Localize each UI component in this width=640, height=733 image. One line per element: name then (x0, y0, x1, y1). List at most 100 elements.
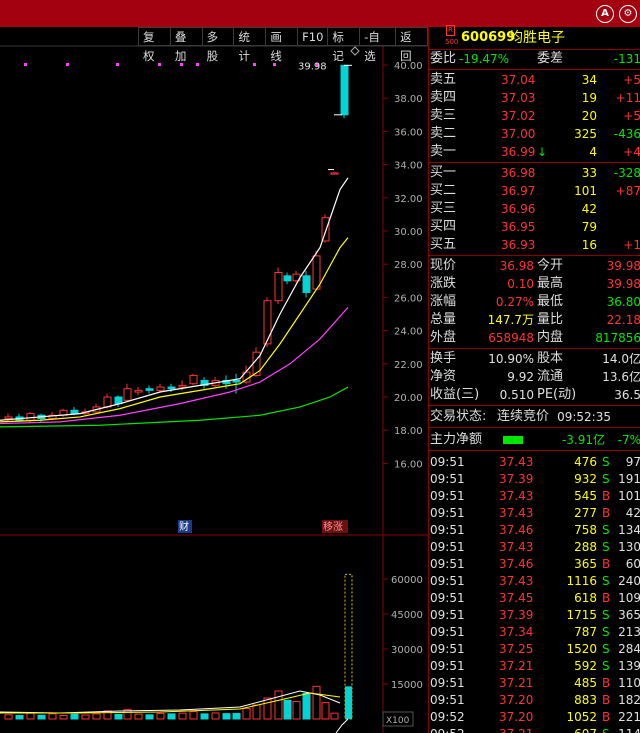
ask-price[interactable]: 37.03 (501, 91, 536, 105)
tick-direction: S (602, 726, 610, 733)
ask-row: 卖三 37.02 20 +5 (429, 107, 640, 125)
bid-price[interactable]: 36.96 (501, 202, 536, 216)
ask-price[interactable]: 37.00 (501, 127, 536, 141)
diamond-icon[interactable] (350, 46, 360, 56)
candle-up[interactable] (4, 416, 13, 420)
volume-unit-label: X100 (386, 716, 410, 726)
ask-volume: 4 (589, 145, 597, 159)
volume-bar (274, 690, 283, 720)
ask-price[interactable]: 37.04 (501, 73, 536, 87)
down-arrow-icon: ↓ (537, 145, 548, 159)
volume-bar (134, 713, 143, 720)
yizhang-marker[interactable]: 移涨 (323, 520, 343, 533)
cai-marker[interactable]: 财 (179, 520, 189, 533)
stat2-row: 收益(三) 0.510 PE(动) 36.5 (429, 386, 640, 404)
candle-up[interactable] (274, 272, 283, 302)
stat-value: 0.10 (507, 277, 534, 291)
tick-direction: B (602, 591, 611, 605)
candle-down[interactable] (283, 275, 292, 282)
ask-price[interactable]: 37.02 (501, 109, 536, 123)
tick-direction: B (602, 506, 611, 520)
tick-row: 09:51 37.46 758 S 134 (429, 522, 640, 539)
kline-chart[interactable]: 40.00 38.00 36.00 34.00 32.00 30.00 28.00 26.00… (0, 27, 428, 733)
candle-down[interactable] (340, 64, 349, 116)
next-panel-line (335, 718, 349, 733)
candle-up[interactable] (189, 374, 198, 385)
candle-up[interactable] (123, 388, 132, 401)
tick-volume: 883 (574, 693, 597, 707)
tick-volume: 365 (574, 557, 597, 571)
volume-bar (345, 686, 352, 719)
tick-price: 37.34 (499, 625, 534, 639)
ask-change: +11 (615, 91, 640, 105)
stat-label: 涨跌 (430, 276, 457, 291)
volume-tick-label: 60000 (391, 575, 423, 586)
stat-label: 净资 (430, 369, 457, 384)
tick-direction: S (602, 540, 610, 554)
bid-price[interactable]: 36.98 (501, 166, 536, 180)
candle-down[interactable] (114, 396, 123, 405)
main-net-bar (503, 436, 523, 444)
candle-up[interactable] (330, 172, 339, 175)
stat-label: 换手 (430, 351, 457, 366)
tick-price: 37.43 (499, 540, 534, 554)
title-bar: A ⚙ (0, 0, 640, 27)
tick-count: 130 (618, 540, 640, 554)
candle-up[interactable] (252, 351, 261, 376)
candle-up[interactable] (48, 414, 57, 420)
stat-label: 涨幅 (430, 294, 457, 309)
tick-row: 09:51 37.39 1715 S 365 (429, 607, 640, 624)
stock-name[interactable]: 均胜电子 (509, 30, 565, 46)
ask-label: 卖五 (430, 72, 457, 87)
settings-icon[interactable]: ⚙ (619, 5, 637, 23)
candle-up[interactable] (263, 300, 272, 345)
stat-row: 现价 36.98 今开 39.98 (429, 257, 640, 275)
candle-up[interactable] (103, 396, 112, 408)
candle-down[interactable] (302, 275, 311, 293)
tick-direction: S (602, 659, 610, 673)
volume-bar (263, 697, 272, 720)
ma20-line (0, 306, 349, 425)
volume-bar (92, 713, 101, 720)
stat-label: 股本 (537, 351, 564, 366)
bid-row: 买五 36.93 16 +1 (429, 236, 640, 254)
kline-chart-panel[interactable]: 复权 叠加 多股 统计 画线 F10 标记 -自选 返回 40.00 38.00 36.00 34.0… (0, 27, 428, 733)
candle-up[interactable] (156, 386, 165, 391)
candle-down[interactable] (200, 379, 209, 386)
candle-down[interactable] (70, 409, 79, 415)
stock-code[interactable]: 600699 (461, 30, 516, 45)
font-icon[interactable]: A (596, 5, 614, 23)
tick-volume: 476 (574, 455, 597, 469)
tick-count: 221 (618, 710, 640, 724)
tick-row: 09:52 37.20 1052 B 221 (429, 709, 640, 726)
bid-label: 买二 (430, 183, 457, 198)
bid-price[interactable]: 36.95 (501, 220, 536, 234)
trade-status-label: 交易状态: (430, 409, 487, 424)
bid-price[interactable]: 36.97 (501, 184, 536, 198)
toolbar-tongji-button[interactable]: 统计 (233, 27, 266, 63)
candle-up[interactable] (321, 217, 330, 242)
trade-status-time: 09:52:35 (557, 410, 611, 424)
tick-time: 09:52 (430, 726, 465, 733)
bid-price[interactable]: 36.93 (501, 238, 536, 252)
divider (429, 427, 640, 428)
divider (429, 49, 640, 50)
tick-time: 09:51 (430, 489, 465, 503)
bid-volume: 42 (581, 202, 597, 216)
candle-down[interactable] (167, 386, 176, 390)
tick-direction: B (602, 710, 611, 724)
ask-price[interactable]: 36.99 (501, 145, 536, 159)
candle-down[interactable] (145, 388, 154, 391)
candle-up[interactable] (312, 255, 321, 290)
candle-up[interactable] (178, 384, 187, 388)
tick-direction: B (602, 489, 611, 503)
ask-row: 卖一 36.99 ↓ 4 +4 (429, 143, 640, 161)
tick-price: 37.43 (499, 506, 534, 520)
tick-time: 09:51 (430, 608, 465, 622)
tick-time: 09:51 (430, 625, 465, 639)
stat2-row: 净资 9.92 流通 13.6亿 (429, 368, 640, 386)
candle-down[interactable] (232, 379, 241, 383)
volume-bar (26, 712, 35, 720)
volume-bar (252, 704, 261, 720)
candle-up[interactable] (134, 389, 143, 393)
